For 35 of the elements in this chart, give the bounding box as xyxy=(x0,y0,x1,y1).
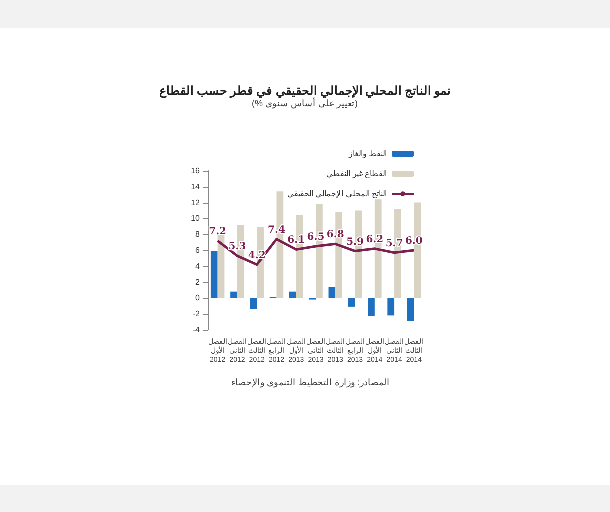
data-label: 5.3 xyxy=(228,242,246,253)
bar xyxy=(368,298,375,316)
bar xyxy=(348,298,356,307)
bar xyxy=(210,251,218,298)
y-tick-label: 12 xyxy=(191,198,201,208)
data-label: 7.4 xyxy=(268,224,286,236)
data-label: 6.2 xyxy=(366,234,384,246)
data-label: 5.9 xyxy=(346,236,364,248)
y-tick-label: 6 xyxy=(196,246,201,255)
data-label: 5.7 xyxy=(386,238,404,250)
y-tick-label: 16 xyxy=(191,166,201,176)
y-tick-label: 0 xyxy=(196,294,201,303)
chart-title: نمو الناتج المحلي الإجمالي الحقيقي في قطر حسب القطاع xyxy=(160,84,450,99)
y-tick-label: 4 xyxy=(196,262,201,271)
data-label: 6.0 xyxy=(405,236,423,247)
y-tick-label: 8 xyxy=(196,230,201,240)
legend-label: الناتج المحلي الإجمالي الحقيقي xyxy=(287,190,387,198)
bar xyxy=(289,292,296,298)
bar xyxy=(388,298,395,316)
data-label: 6.8 xyxy=(326,230,344,241)
y-tick-label: 2 xyxy=(196,278,201,287)
bar xyxy=(230,292,238,298)
y-tick-label: -2 xyxy=(192,310,201,319)
y-tick-label: 10 xyxy=(191,214,201,224)
bar xyxy=(407,298,414,322)
y-tick-label: 14 xyxy=(191,182,201,192)
y-tick-label: -4 xyxy=(192,326,201,334)
bar xyxy=(250,298,258,310)
legend-label: النفط والغاز xyxy=(348,150,387,158)
bar xyxy=(328,287,336,298)
text: المصادر: وزارة التخطيط التنموي والإحصاء xyxy=(232,378,390,388)
data-label: 6.1 xyxy=(288,235,306,246)
data-label: 7.2 xyxy=(209,226,227,238)
data-label: 6.5 xyxy=(307,232,325,244)
legend-label: القطاع غير النفطي xyxy=(326,170,387,178)
